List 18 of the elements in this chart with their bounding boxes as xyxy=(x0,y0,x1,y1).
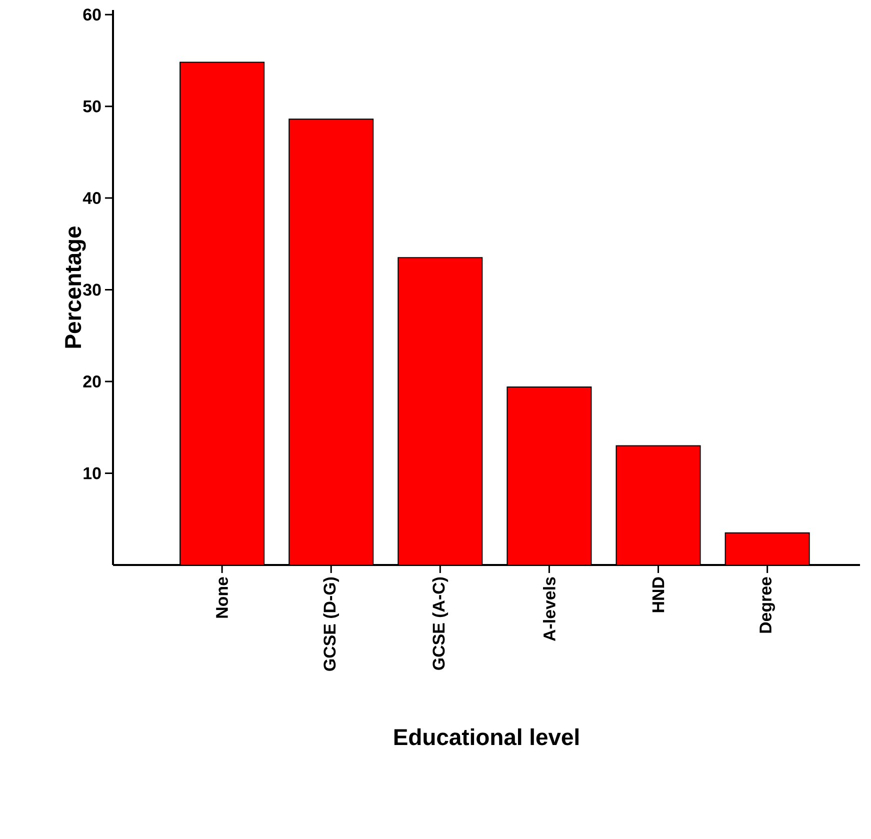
x-axis-title: Educational level xyxy=(394,728,578,746)
y-tick-label: 10 xyxy=(84,467,101,480)
y-tick-label: 50 xyxy=(83,100,101,112)
y-tick-label: 20 xyxy=(83,376,101,388)
x-tick-label: Degree xyxy=(760,577,775,633)
x-tick-label: GCSE (D-G) xyxy=(323,577,339,671)
bar xyxy=(506,386,592,565)
y-tick-label: 60 xyxy=(83,8,101,21)
y-tick-label: 40 xyxy=(82,192,101,204)
x-tick-label: A-levels xyxy=(543,577,556,642)
bar xyxy=(398,257,483,565)
bar xyxy=(180,62,265,565)
x-tick-label: HND xyxy=(652,577,664,612)
x-tick-label: GCSE (A-C) xyxy=(432,577,448,670)
x-tick-label: None xyxy=(216,577,228,618)
bar xyxy=(616,445,701,565)
bar xyxy=(724,532,810,565)
bar xyxy=(288,118,374,565)
